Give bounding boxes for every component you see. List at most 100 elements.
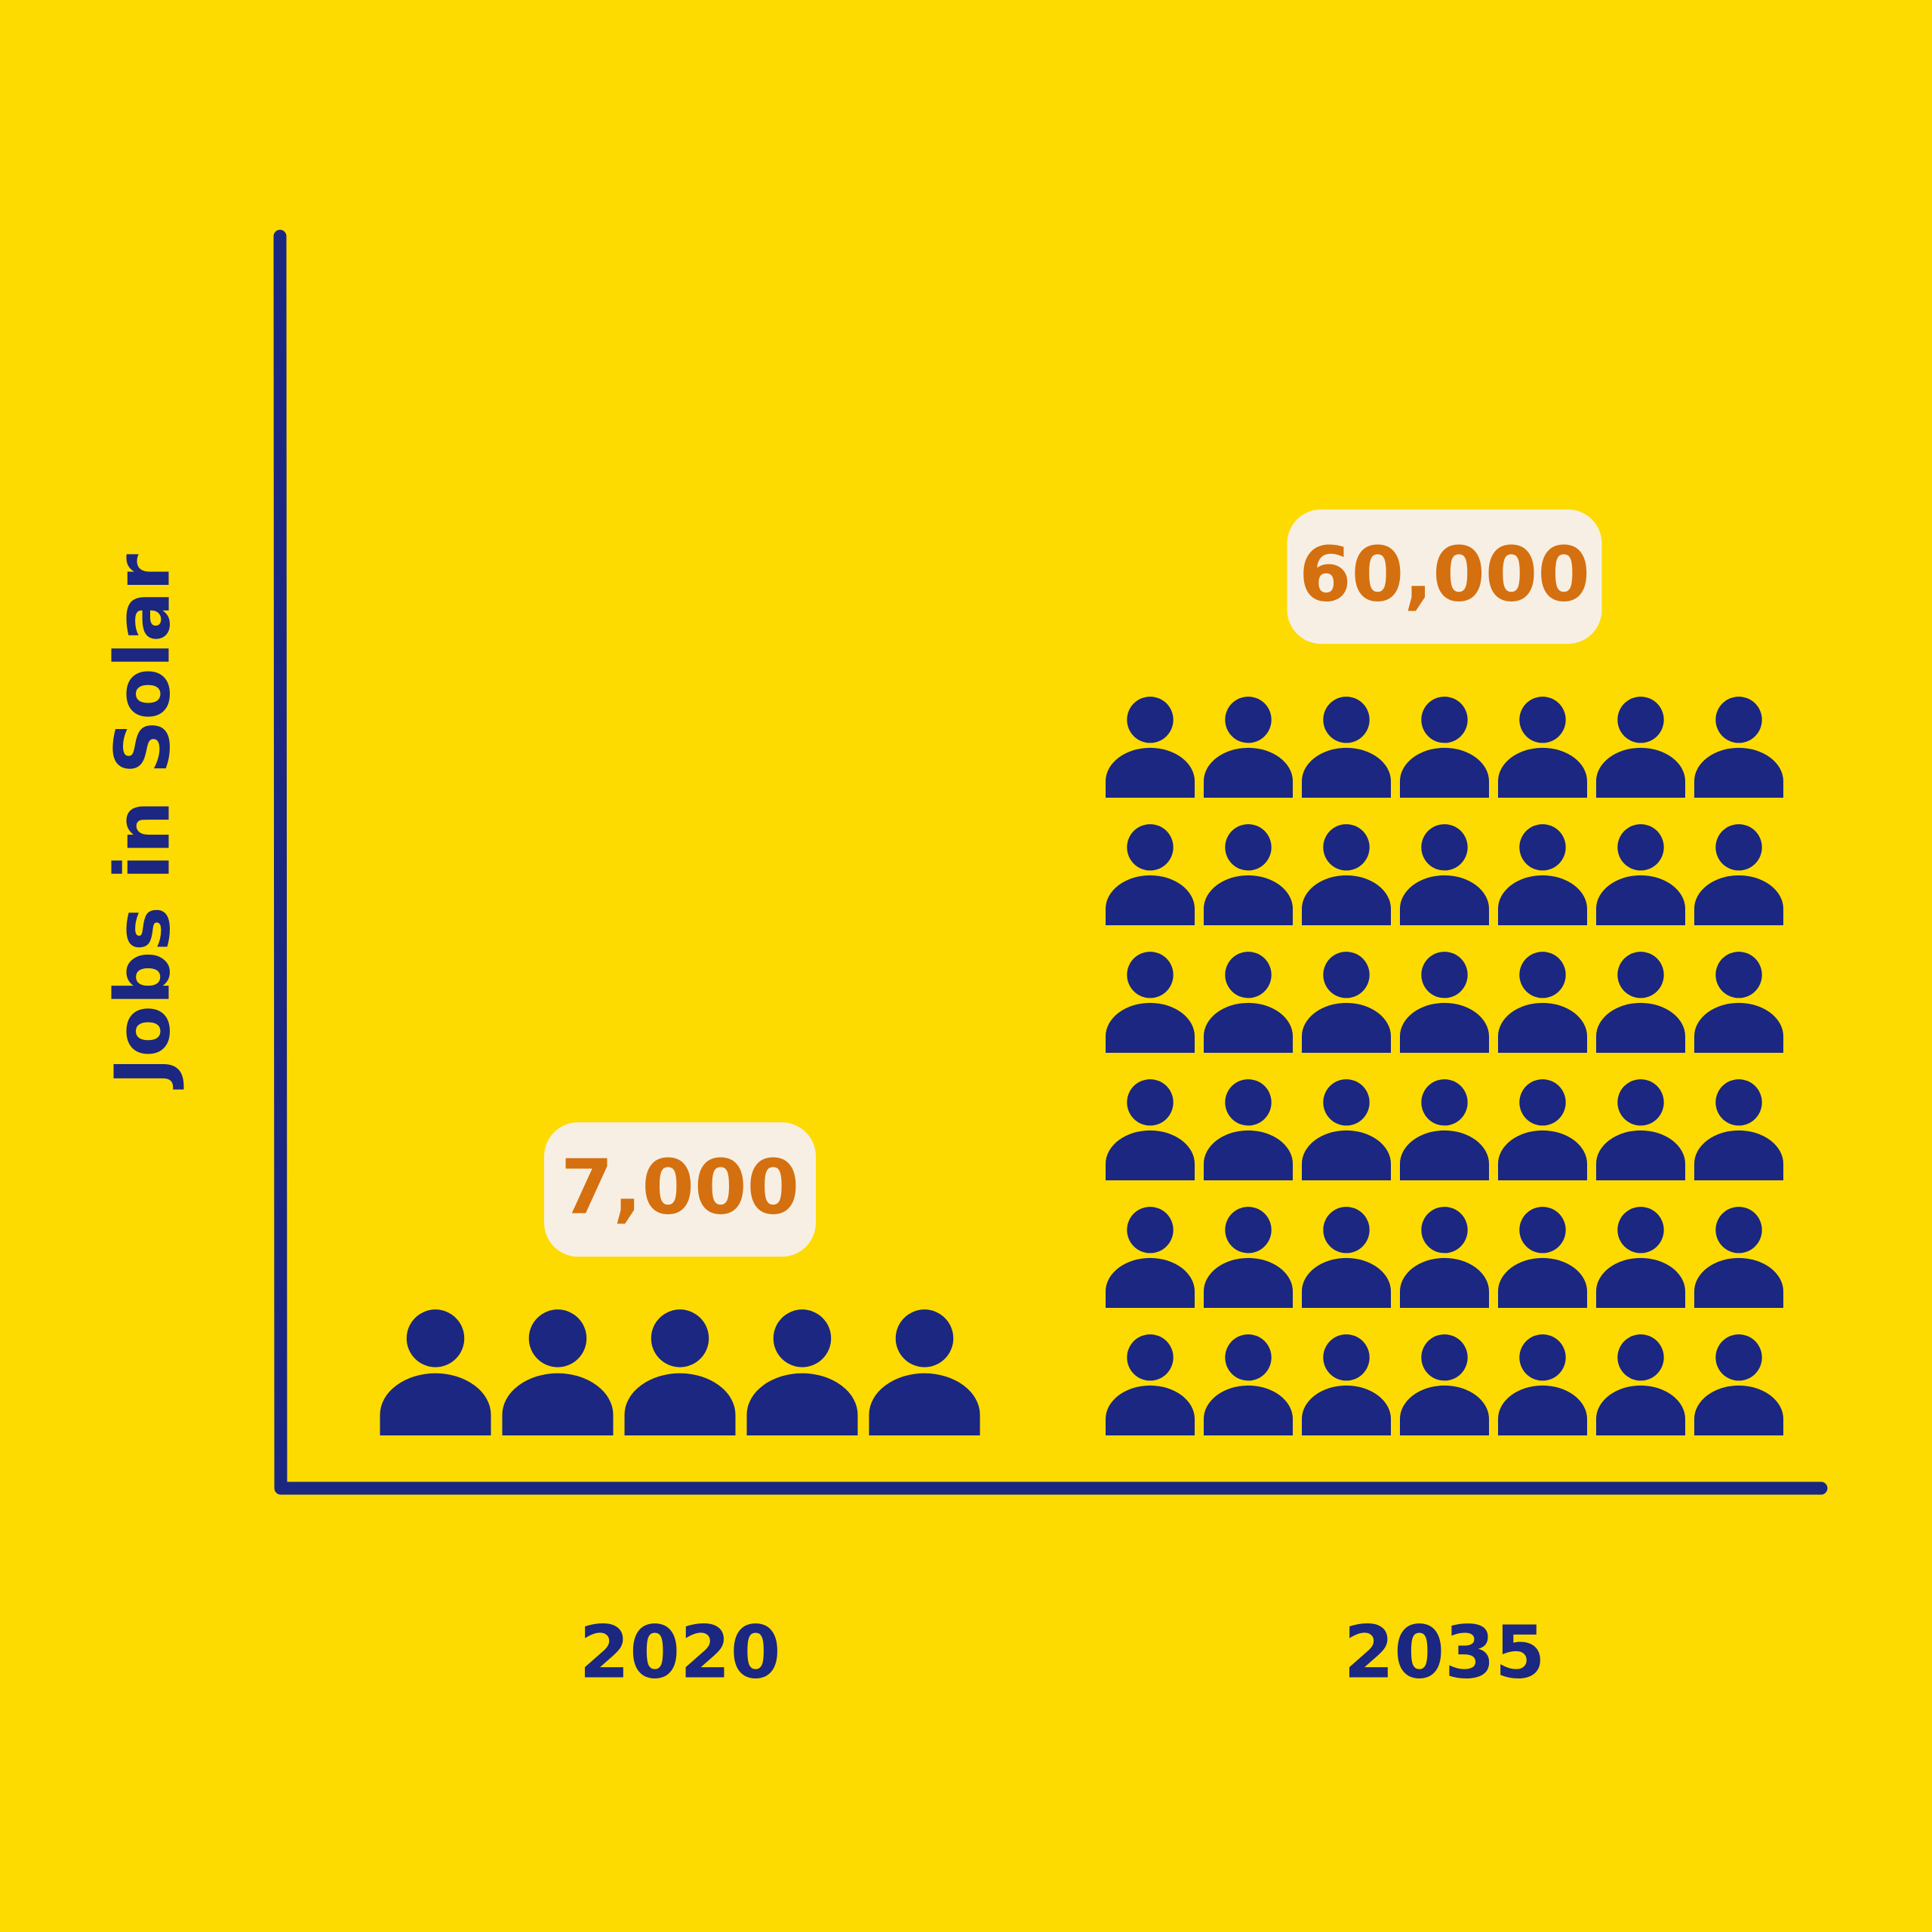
icon-head: [1323, 1334, 1370, 1381]
icon-body: [624, 1373, 736, 1435]
icon-body: [1302, 1257, 1391, 1308]
icon-body: [1106, 747, 1195, 798]
person-icon: [1302, 1079, 1391, 1180]
icon-body: [1302, 875, 1391, 925]
person-icon: [1400, 1334, 1489, 1435]
person-icon: [1302, 697, 1391, 798]
icon-body: [1400, 747, 1489, 798]
icon-head: [1715, 1207, 1762, 1254]
person-icon: [1596, 1207, 1685, 1308]
person-icon: [746, 1309, 858, 1435]
icon-body: [1694, 747, 1783, 798]
icon-head: [1519, 1079, 1566, 1126]
icon-head: [1617, 1334, 1664, 1381]
icon-body: [1400, 1257, 1489, 1308]
person-icon: [1302, 952, 1391, 1053]
icon-head: [1127, 824, 1174, 871]
person-icon: [1498, 1334, 1587, 1435]
person-icon: [1498, 1079, 1587, 1180]
icon-body: [1694, 1257, 1783, 1308]
icon-head: [1519, 1207, 1566, 1254]
person-icon: [502, 1309, 614, 1435]
y-axis-label: Jobs in Solar: [98, 553, 186, 1090]
person-icon: [1302, 824, 1391, 925]
icon-body: [1204, 875, 1293, 925]
icon-head: [1421, 697, 1468, 743]
person-icon: [1596, 1079, 1685, 1180]
icon-body: [1204, 1002, 1293, 1053]
icon-body: [1596, 1002, 1685, 1053]
icon-body: [1302, 747, 1391, 798]
icon-body: [1694, 1385, 1783, 1435]
icon-head: [1617, 1079, 1664, 1126]
person-icon: [1204, 1207, 1293, 1308]
icon-head: [1421, 952, 1468, 998]
icon-body: [1400, 1130, 1489, 1180]
person-icon: [1302, 1207, 1391, 1308]
icon-body: [1498, 1257, 1587, 1308]
icon-head: [895, 1309, 954, 1367]
icon-body: [1498, 1385, 1587, 1435]
icon-body: [1400, 1385, 1489, 1435]
icon-head: [1225, 824, 1272, 871]
person-icon: [1106, 952, 1195, 1053]
person-icon: [1400, 1079, 1489, 1180]
person-icon: [1400, 824, 1489, 925]
person-icon: [1204, 952, 1293, 1053]
icon-head: [1519, 1334, 1566, 1381]
icon-body: [1106, 875, 1195, 925]
value-label-box: [544, 1122, 816, 1257]
icon-head: [528, 1309, 587, 1367]
icon-body: [1596, 1130, 1685, 1180]
icon-body: [1400, 1002, 1489, 1053]
icon-head: [1127, 697, 1174, 743]
icon-head: [1127, 1334, 1174, 1381]
icon-body: [1106, 1002, 1195, 1053]
icon-body: [746, 1373, 858, 1435]
icon-body: [1596, 875, 1685, 925]
x-tick-label: 2020: [579, 1610, 780, 1694]
icon-body: [1498, 747, 1587, 798]
icon-head: [1715, 824, 1762, 871]
icon-body: [1596, 747, 1685, 798]
icon-head: [1421, 1334, 1468, 1381]
icon-group: [380, 1309, 980, 1435]
icon-head: [1323, 1079, 1370, 1126]
axes: [273, 229, 1828, 1495]
icon-head: [406, 1309, 465, 1367]
icon-head: [651, 1309, 709, 1367]
icon-body: [1498, 1002, 1587, 1053]
person-icon: [1400, 1207, 1489, 1308]
icon-body: [1204, 1257, 1293, 1308]
icon-body: [1204, 1130, 1293, 1180]
icon-body: [380, 1373, 491, 1435]
person-icon: [1106, 1207, 1195, 1308]
person-icon: [1106, 1334, 1195, 1435]
person-icon: [1596, 824, 1685, 925]
icon-body: [869, 1373, 980, 1435]
person-icon: [1106, 1079, 1195, 1180]
person-icon: [624, 1309, 736, 1435]
value-label-box: [1287, 509, 1602, 645]
icon-head: [1225, 1334, 1272, 1381]
icon-head: [1617, 824, 1664, 871]
person-icon: [1302, 1334, 1391, 1435]
value-label: 7,000: [561, 1143, 799, 1231]
icon-head: [1617, 697, 1664, 743]
icon-head: [1715, 1334, 1762, 1381]
person-icon: [380, 1309, 491, 1435]
icon-head: [1617, 952, 1664, 998]
icon-head: [1225, 697, 1272, 743]
person-icon: [1106, 697, 1195, 798]
icon-head: [1715, 697, 1762, 743]
icon-head: [1323, 1207, 1370, 1254]
icon-head: [1323, 697, 1370, 743]
icon-body: [1596, 1257, 1685, 1308]
icon-body: [1694, 1002, 1783, 1053]
icon-body: [1498, 875, 1587, 925]
x-tick-label: 2035: [1343, 1610, 1545, 1694]
icon-body: [1302, 1385, 1391, 1435]
icon-head: [1127, 1207, 1174, 1254]
